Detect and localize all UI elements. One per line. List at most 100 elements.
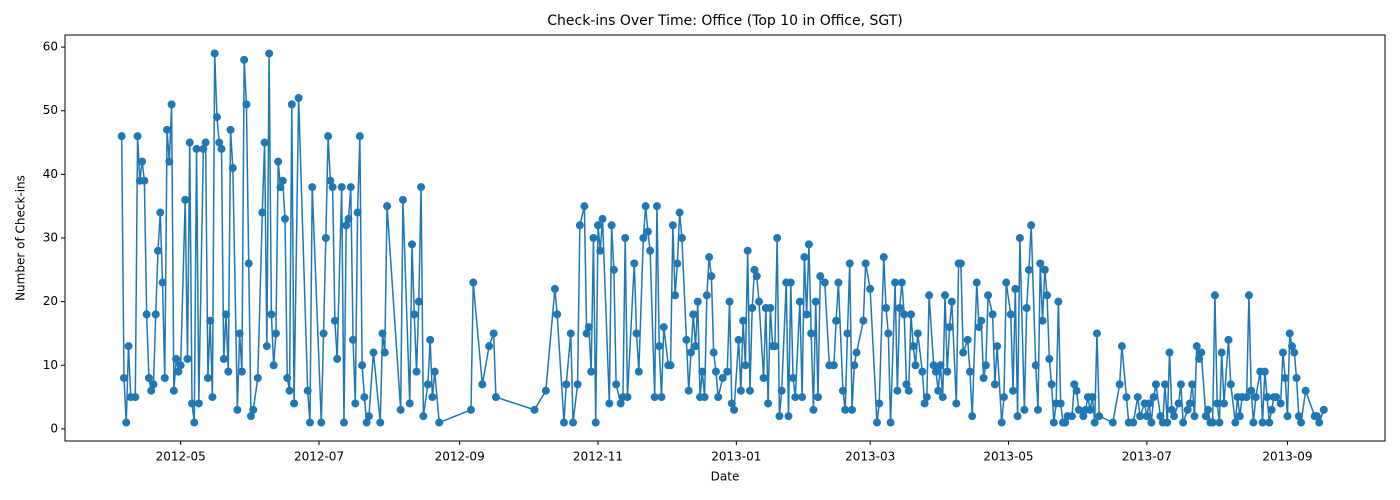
- data-point: [918, 367, 927, 376]
- data-point: [224, 367, 233, 376]
- data-point: [1272, 393, 1281, 402]
- data-point: [811, 297, 820, 306]
- plot-area: 0 10 20 30 40 50 60 2012-05 2012-07 2012-09 2012-1…: [43, 40, 1328, 464]
- data-point: [813, 393, 822, 402]
- data-point: [283, 374, 292, 382]
- data-point: [1192, 342, 1201, 351]
- data-point: [1288, 342, 1297, 351]
- data-point: [1292, 374, 1301, 382]
- data-point: [1215, 418, 1224, 427]
- data-point: [491, 393, 500, 402]
- data-point: [253, 374, 262, 382]
- data-point: [1002, 278, 1011, 287]
- y-tick-label: 30: [43, 231, 58, 245]
- data-point: [1031, 361, 1040, 370]
- data-point: [634, 367, 643, 376]
- data-point: [947, 297, 956, 306]
- data-point: [789, 374, 798, 382]
- data-point: [326, 176, 335, 185]
- data-point: [800, 253, 809, 262]
- data-point: [829, 361, 838, 370]
- data-point: [866, 284, 875, 293]
- y-tick-label: 10: [43, 358, 58, 372]
- data-point: [1226, 380, 1235, 389]
- data-point: [153, 246, 162, 255]
- data-point: [1195, 354, 1204, 363]
- data-point: [122, 418, 131, 427]
- data-point: [190, 418, 199, 427]
- data-point: [741, 361, 750, 370]
- data-point: [237, 367, 246, 376]
- data-point: [920, 399, 929, 408]
- data-point: [979, 374, 988, 382]
- data-point: [872, 418, 881, 427]
- data-point: [798, 393, 807, 402]
- data-point: [1285, 329, 1294, 338]
- data-point: [294, 94, 303, 102]
- data-point: [714, 393, 723, 402]
- data-point: [199, 144, 208, 153]
- data-point: [764, 399, 773, 408]
- data-point: [784, 412, 793, 421]
- data-point: [981, 361, 990, 370]
- y-tick-label: 60: [43, 40, 58, 54]
- data-point: [1145, 399, 1154, 408]
- data-point: [906, 310, 915, 319]
- data-point: [398, 195, 407, 204]
- data-point: [730, 405, 739, 414]
- data-point: [124, 342, 133, 351]
- data-point: [845, 259, 854, 268]
- data-point: [1040, 265, 1049, 274]
- data-point: [850, 361, 859, 370]
- data-point: [147, 386, 156, 395]
- data-point: [489, 329, 498, 338]
- data-point: [1179, 418, 1188, 427]
- data-point: [1011, 284, 1020, 293]
- data-point: [616, 399, 625, 408]
- data-point: [999, 393, 1008, 402]
- data-point: [550, 284, 559, 293]
- x-tick-label: 2012-09: [435, 450, 485, 464]
- data-point: [1208, 418, 1217, 427]
- data-point: [290, 399, 299, 408]
- data-point: [287, 100, 296, 109]
- data-point: [249, 405, 258, 414]
- data-point: [541, 386, 550, 395]
- data-point: [1213, 399, 1222, 408]
- data-point: [324, 132, 333, 141]
- data-point: [267, 310, 276, 319]
- data-point: [775, 412, 784, 421]
- data-point: [144, 374, 153, 382]
- data-point: [804, 240, 813, 249]
- data-point: [748, 304, 757, 312]
- data-point: [659, 323, 668, 332]
- data-point: [383, 202, 392, 211]
- data-point: [1165, 348, 1174, 357]
- data-point: [802, 310, 811, 319]
- data-point: [1072, 386, 1081, 395]
- chart-title: Check-ins Over Time: Office (Top 10 in O…: [547, 13, 903, 29]
- data-point: [1265, 418, 1274, 427]
- data-point: [1045, 354, 1054, 363]
- data-point: [339, 418, 348, 427]
- data-point: [131, 393, 140, 402]
- data-point: [158, 278, 167, 287]
- data-point: [183, 354, 192, 363]
- x-tick-label: 2013-03: [845, 450, 895, 464]
- data-point: [820, 278, 829, 287]
- data-point: [700, 393, 709, 402]
- data-point: [1049, 418, 1058, 427]
- data-point: [593, 221, 602, 230]
- data-point: [791, 393, 800, 402]
- data-point: [623, 393, 632, 402]
- data-point: [621, 234, 630, 242]
- data-point: [149, 380, 158, 389]
- data-point: [931, 367, 940, 376]
- data-point: [369, 348, 378, 357]
- data-point: [203, 374, 212, 382]
- data-point: [240, 55, 249, 64]
- data-point: [677, 234, 686, 242]
- data-point: [646, 246, 655, 255]
- data-point: [1027, 221, 1036, 230]
- data-point: [997, 418, 1006, 427]
